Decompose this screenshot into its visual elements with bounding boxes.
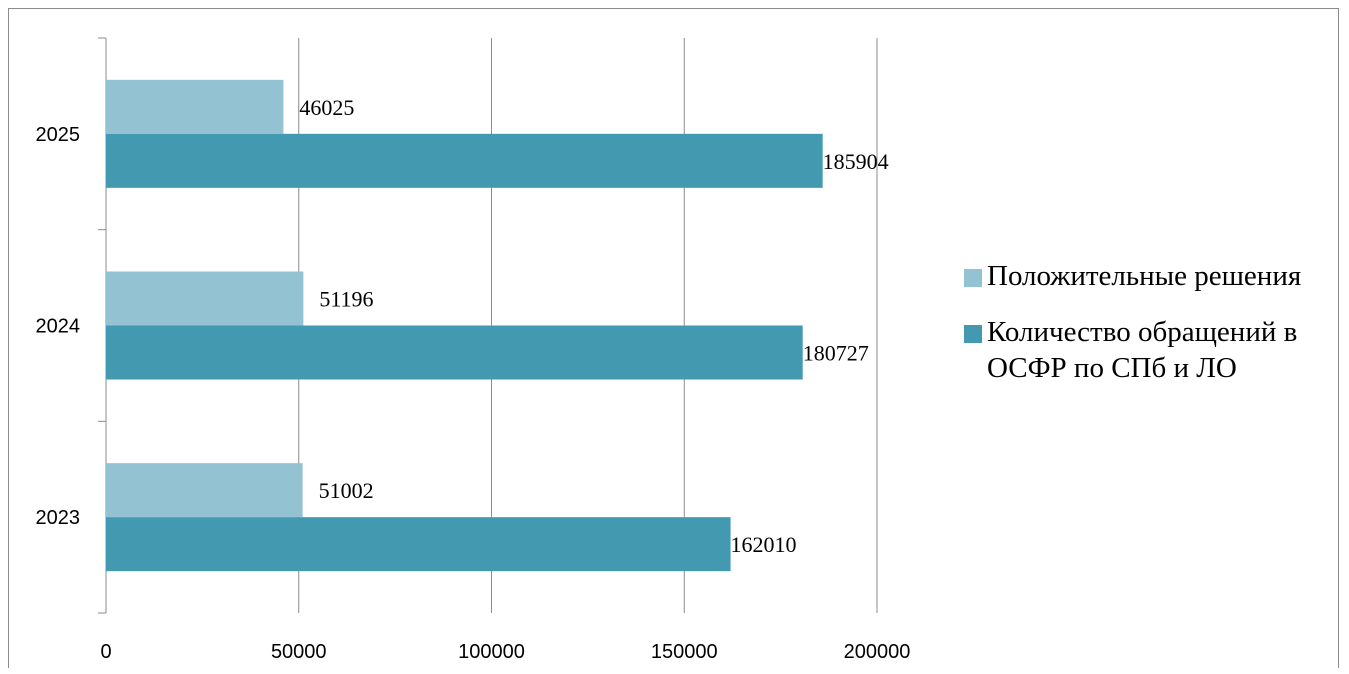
legend-item-positive-decisions: Положительные решения	[964, 258, 1344, 294]
legend-swatch-positive-decisions	[964, 269, 982, 287]
legend-label-positive-decisions: Положительные решения	[987, 260, 1302, 292]
legend-label-requests-count: Количество обращений в ОСФР по СПб и ЛО	[987, 316, 1298, 384]
data-label-2025-series-0: 46025	[299, 95, 354, 120]
y-tick-label-2024: 2024	[36, 316, 81, 338]
x-tick-label-50000: 50000	[271, 641, 327, 663]
x-tick-label-100000: 100000	[458, 641, 525, 663]
x-tick-label-0: 0	[100, 641, 111, 663]
data-label-2023-series-0: 51002	[319, 478, 374, 503]
x-tick-label-150000: 150000	[651, 641, 718, 663]
bar-2025-series-0	[106, 79, 284, 134]
data-label-2023-series-1: 162010	[731, 532, 797, 557]
data-label-2024-series-0: 51196	[319, 287, 373, 312]
chart-frame	[8, 8, 1339, 668]
legend: Положительные решения Количество обращен…	[964, 258, 1344, 406]
y-tick-label-2023: 2023	[36, 507, 81, 529]
bar-2023-series-1	[106, 517, 731, 572]
data-label-2024-series-1: 180727	[803, 341, 869, 366]
x-tick-label-200000: 200000	[844, 641, 911, 663]
y-tick-label-2025: 2025	[36, 124, 81, 146]
bar-2023-series-0	[106, 463, 303, 518]
legend-swatch-requests-count	[964, 325, 982, 343]
bar-2024-series-1	[106, 325, 803, 380]
bar-2025-series-1	[106, 133, 823, 188]
legend-item-requests-count: Количество обращений в ОСФР по СПб и ЛО	[964, 314, 1344, 386]
bar-2024-series-0	[106, 271, 304, 326]
data-label-2025-series-1: 185904	[823, 149, 889, 174]
